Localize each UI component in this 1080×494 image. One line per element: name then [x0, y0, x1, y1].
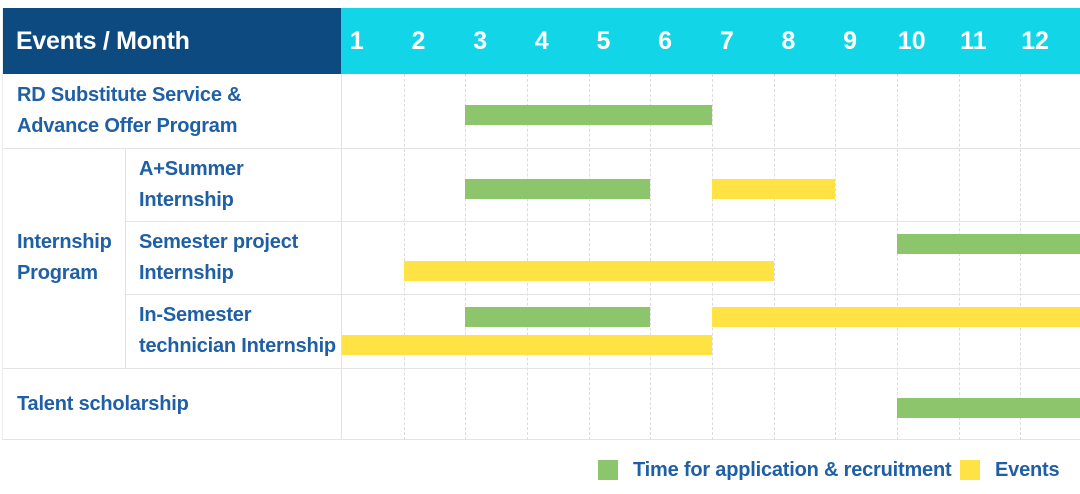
events-month-header-cell: Events / Month	[3, 8, 341, 74]
row-label-talent-scholarship: Talent scholarship	[3, 368, 341, 440]
month-gridline	[773, 74, 775, 440]
row-divider	[3, 148, 1080, 149]
gantt-bar-event	[403, 261, 774, 281]
gantt-bar-event	[342, 335, 712, 355]
row-divider	[125, 294, 1080, 295]
column-divider	[125, 148, 126, 368]
month-label-12: 12	[1021, 26, 1049, 55]
month-gridline	[835, 74, 837, 440]
row-label-text: In-Semester technician Internship	[139, 304, 336, 357]
month-label-6: 6	[658, 26, 673, 55]
gantt-bar-application	[465, 307, 651, 327]
events-month-label: Events / Month	[16, 26, 190, 55]
month-gridline	[588, 74, 590, 440]
gantt-bar-application	[897, 398, 1080, 418]
row-label-text: A+Summer Internship	[139, 157, 244, 211]
row-label-in-semester-technician-internship: In-Semester technician Internship	[125, 294, 341, 368]
gantt-bar-application	[465, 178, 651, 199]
legend-item-events: Events	[960, 452, 1060, 488]
month-gridline	[712, 74, 713, 440]
month-gridline	[527, 74, 528, 440]
month-gridline	[650, 74, 652, 440]
row-divider	[3, 368, 1080, 369]
legend-item-application: Time for application & recruitment	[598, 452, 952, 488]
group-label-text: Internship Program	[17, 231, 112, 284]
month-gridline	[403, 74, 405, 440]
row-divider	[125, 221, 1080, 222]
row-label-a-plus-summer-internship: A+Summer Internship	[125, 148, 341, 221]
gantt-bar-event	[712, 178, 836, 199]
month-gridline	[1020, 74, 1022, 440]
month-label-9: 9	[843, 26, 858, 55]
month-label-1: 1	[349, 26, 364, 55]
month-gridline	[897, 74, 898, 440]
schedule-table: Events / Month 1 2 3 4 5 6 7 8 9 10 11 12 RD Substi…	[2, 8, 1080, 440]
row-label-text: RD Substitute Service & Advance Offer Pr…	[17, 84, 242, 137]
events-color-swatch	[960, 460, 980, 480]
month-label-10: 10	[897, 26, 926, 55]
gantt-bar-application	[897, 234, 1080, 254]
legend-label-events: Events	[995, 458, 1060, 481]
row-label-text: Talent scholarship	[17, 392, 189, 415]
month-gridline	[465, 74, 467, 440]
month-label-2: 2	[411, 26, 426, 55]
row-label-text: Semester project Internship	[139, 230, 299, 284]
month-header-row: 1 2 3 4 5 6 7 8 9 10 11 12	[341, 8, 1080, 74]
row-label-semester-project-internship: Semester project Internship	[125, 221, 341, 294]
legend-label-application: Time for application & recruitment	[633, 458, 952, 481]
application-color-swatch	[598, 460, 618, 480]
month-label-3: 3	[473, 26, 488, 55]
row-label-rd-substitute: RD Substitute Service & Advance Offer Pr…	[3, 74, 341, 148]
month-label-4: 4	[534, 26, 549, 55]
month-label-8: 8	[781, 26, 796, 55]
month-label-11: 11	[960, 26, 987, 55]
month-label-5: 5	[596, 26, 611, 55]
table-header: Events / Month 1 2 3 4 5 6 7 8 9 10 11 12	[3, 8, 1080, 74]
month-label-7: 7	[719, 26, 734, 55]
gantt-bar-event	[712, 307, 1080, 327]
month-gridline	[958, 74, 960, 440]
gantt-bar-application	[465, 105, 712, 125]
group-label-internship-program: Internship Program	[3, 148, 125, 368]
gantt-chart-area	[341, 74, 1080, 440]
